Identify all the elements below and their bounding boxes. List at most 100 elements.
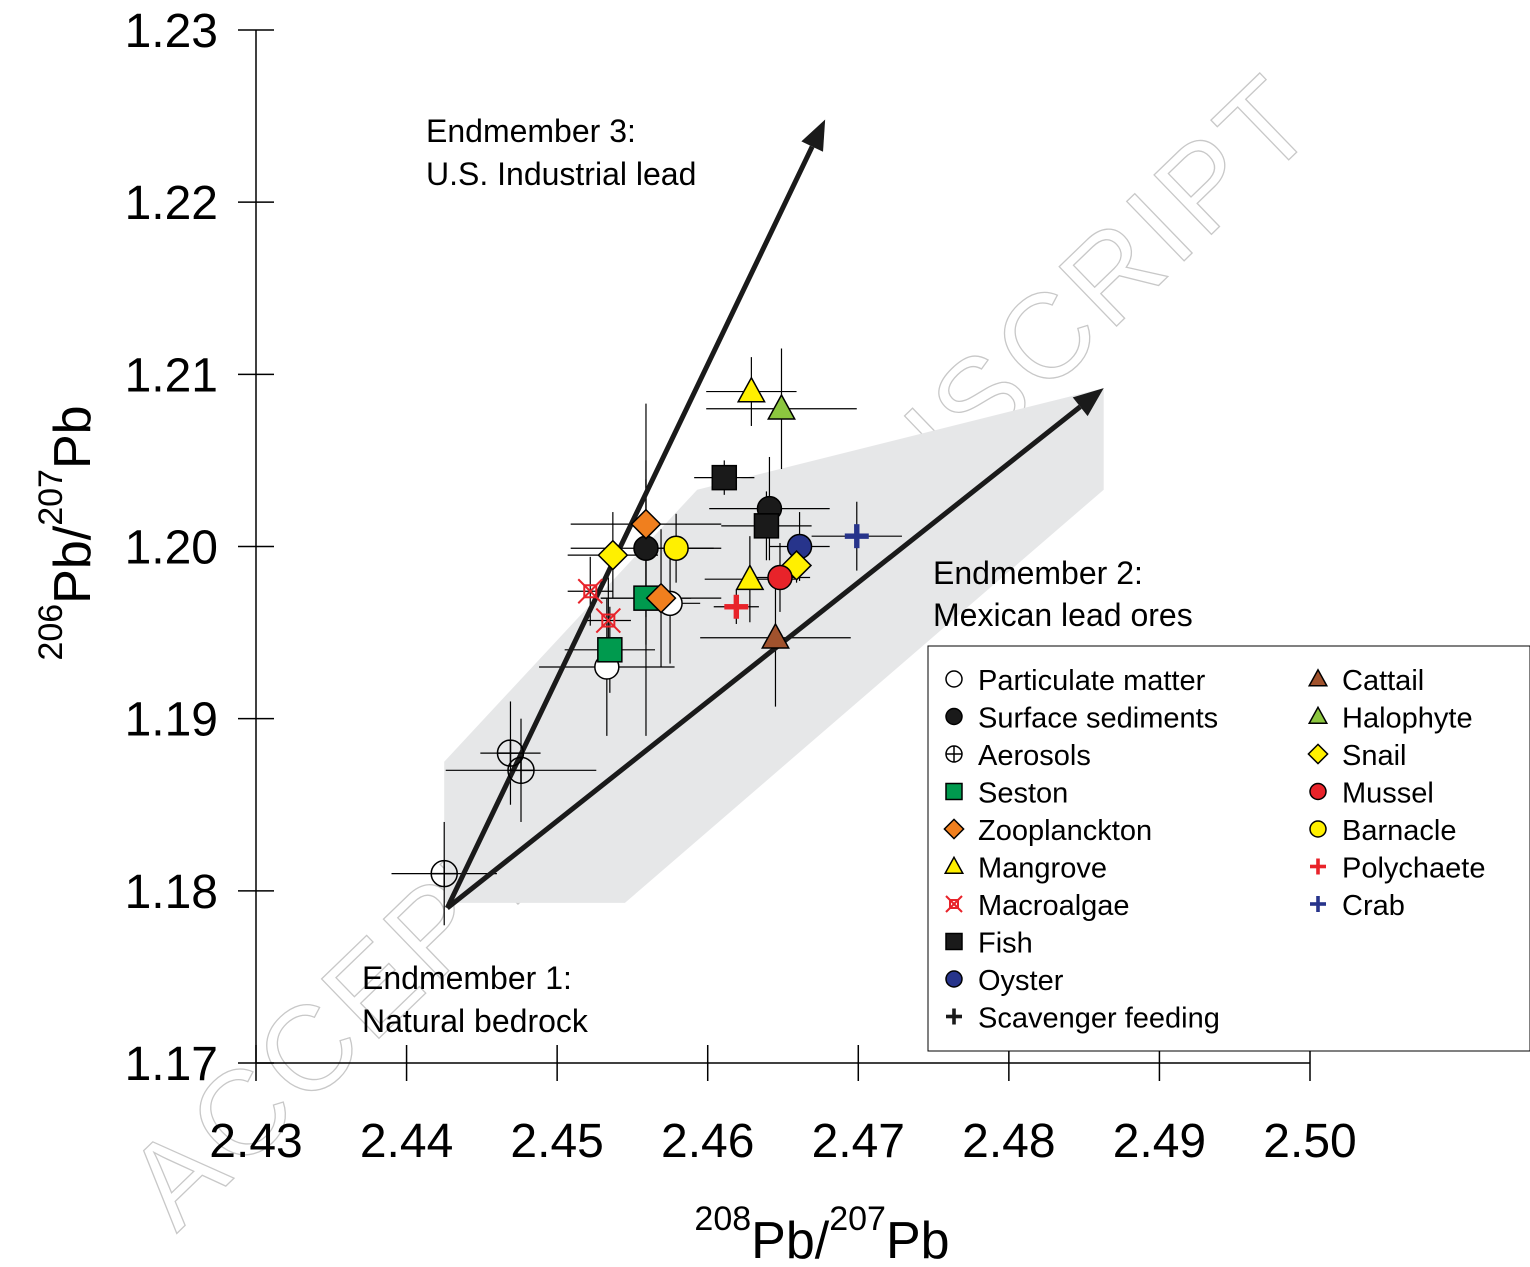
legend-marker [943, 818, 965, 840]
endmember-1-label: Endmember 1: Natural bedrock [362, 960, 589, 1039]
legend-item: Barnacle [1309, 815, 1456, 847]
data-point [724, 594, 749, 619]
marker-square [597, 637, 623, 663]
legend: Particulate matter Surface sediments Aeros… [927, 645, 1530, 1052]
legend-item: Seston [945, 778, 1068, 810]
y-tick-label: 1.22 [125, 177, 218, 230]
marker-diamond [1307, 743, 1329, 765]
marker-circle [633, 535, 659, 561]
legend-item: Mussel [1309, 778, 1434, 810]
x-axis-title-sup2: 207 [829, 1200, 886, 1238]
data-point [645, 582, 677, 614]
x-tick-label: 2.49 [1113, 1115, 1206, 1168]
endmember-arrow-line [445, 404, 1082, 911]
marker-square [753, 513, 780, 539]
y-tick-label: 1.21 [125, 349, 218, 402]
legend-label: Halophyte [1342, 703, 1473, 735]
legend-label: Crab [1342, 890, 1405, 922]
marker-x-2 [595, 607, 622, 634]
legend-label: Particulate matter [978, 665, 1206, 697]
x-axis-title-base1: Pb/ [751, 1212, 830, 1267]
legend-item: Halophyte [1307, 703, 1473, 735]
x-tick-label: 2.46 [661, 1115, 754, 1168]
legend-marker [1310, 858, 1326, 875]
marker-diamond [630, 508, 662, 540]
y-axis-title-base1: Pb/ [44, 525, 102, 604]
legend-label: Mussel [1342, 778, 1434, 810]
legend-marker [946, 1008, 962, 1025]
marker-triangle [767, 393, 796, 420]
endmember-3-label: Endmember 3: U.S. Industrial lead [426, 113, 696, 192]
marker-x-box [949, 899, 959, 909]
marker-triangle [943, 855, 965, 875]
marker-triangle [735, 563, 765, 591]
x-tick-label: 2.44 [360, 1115, 453, 1168]
legend-item: Polychaete [1310, 853, 1486, 885]
legend-label: Fish [978, 928, 1033, 960]
endmember-arrow-line [444, 145, 815, 910]
marker-diamond [597, 539, 629, 571]
y-tick-label: 1.20 [125, 522, 218, 575]
endmember-1-line-1: Endmember 1: [362, 960, 572, 996]
y-ticks-group: 1.17 1.18 1.19 1.20 1.21 1.22 1.23 [125, 5, 274, 1091]
data-point [753, 513, 780, 539]
x-tick-label: 2.47 [812, 1115, 905, 1168]
legend-label: Snail [1342, 740, 1407, 772]
x-tick-label: 2.43 [209, 1115, 302, 1168]
legend-marker [945, 745, 963, 763]
endmember-3-line-2: U.S. Industrial lead [426, 156, 696, 192]
legend-item: Oyster [945, 965, 1064, 997]
x-axis-title-base2: Pb [886, 1212, 950, 1267]
data-point [595, 607, 622, 634]
marker-circle [1309, 820, 1327, 838]
y-tick-label: 1.23 [125, 5, 218, 58]
legend-label: Cattail [1342, 665, 1424, 697]
data-point [711, 464, 738, 491]
legend-label: Scavenger feeding [978, 1003, 1220, 1035]
legend-marker [945, 932, 963, 951]
marker-circle [767, 564, 793, 591]
x-axis-title: 208Pb/207Pb [694, 1200, 949, 1267]
y-axis-title-base2: Pb [44, 405, 102, 469]
data-point [761, 622, 790, 649]
legend-marker [945, 670, 963, 688]
legend-marker [1307, 668, 1329, 687]
legend-marker [1310, 896, 1326, 912]
legend-label: Macroalgae [978, 890, 1130, 922]
endmember-arrow-head [1072, 388, 1104, 417]
data-point [430, 859, 458, 888]
data-point [577, 578, 603, 604]
y-axis-title: 206Pb/207Pb [32, 405, 102, 660]
data-point [767, 564, 793, 591]
legend-box [927, 645, 1530, 1052]
legend-marker [1309, 782, 1327, 801]
points-group [430, 376, 869, 888]
legend-marker [945, 782, 963, 801]
marker-triangle [1307, 705, 1329, 725]
legend-item: Crab [1310, 890, 1405, 922]
marker-circle [945, 970, 963, 988]
data-point [633, 535, 659, 561]
legend-item: Zooplanckton [943, 815, 1152, 847]
legend-label: Mangrove [978, 853, 1107, 885]
marker-plus-v [1316, 896, 1320, 912]
marker-plus-v [1316, 858, 1320, 875]
legend-item: Mangrove [943, 853, 1107, 885]
legend-label: Aerosols [978, 740, 1091, 772]
legend-item: Snail [1307, 740, 1407, 772]
y-axis-title-sup2: 207 [32, 469, 70, 526]
x-tick-label: 2.50 [1263, 1115, 1356, 1168]
marker-circle [663, 535, 689, 561]
x-tick-label: 2.48 [962, 1115, 1055, 1168]
legend-marker [943, 855, 965, 875]
marker-triangle [736, 376, 766, 403]
legend-item: Particulate matter [945, 665, 1206, 697]
legend-item: Macroalgae [945, 890, 1130, 922]
marker-diamond [645, 582, 677, 614]
marker-triangle [1307, 668, 1329, 687]
marker-x-box [583, 584, 598, 599]
legend-marker [945, 895, 963, 913]
legend-item: Aerosols [945, 740, 1091, 772]
legend-label: Polychaete [1342, 853, 1486, 885]
